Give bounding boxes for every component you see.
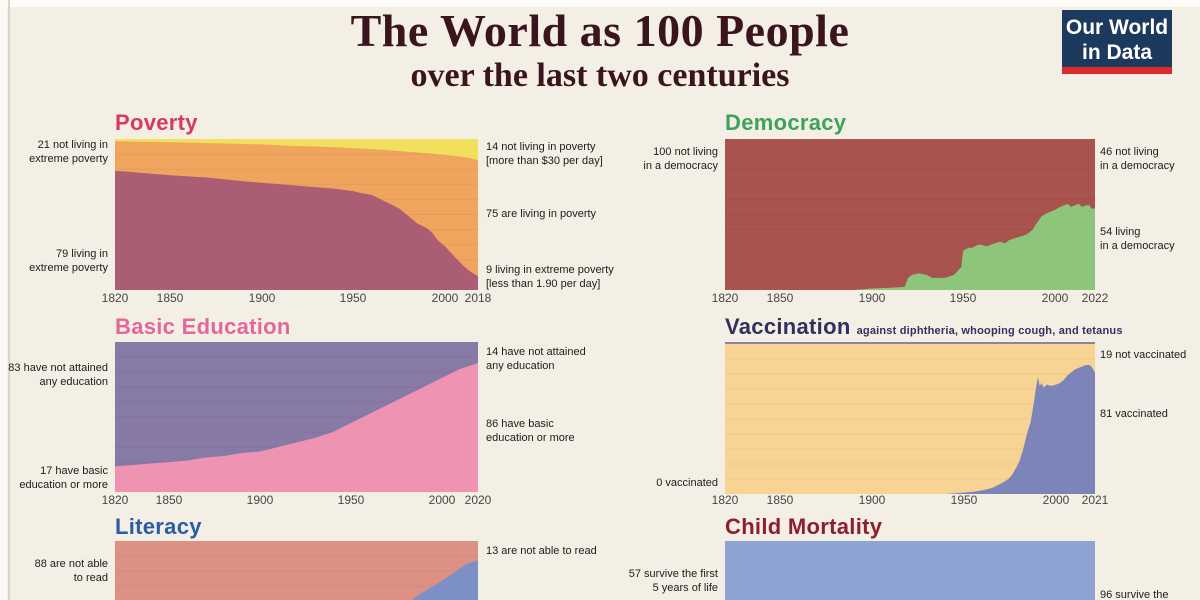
chart-annotation: 83 have not attained any education [8, 362, 108, 388]
top-margin-strip [0, 0, 1200, 7]
chart-annotation: 14 not living in poverty [more than $30 … [486, 141, 603, 167]
owid-logo-line1: Our World [1065, 16, 1169, 39]
x-tick-label: 1820 [101, 291, 129, 305]
child-mortality-chart [725, 541, 1095, 600]
x-tick-label: 1900 [246, 493, 274, 507]
child-mortality-title: Child Mortality [725, 514, 883, 539]
x-tick-label: 1950 [949, 291, 977, 305]
owid-logo-line2: in Data [1081, 41, 1152, 64]
chart-annotation: 57 survive the first 5 years of life [628, 568, 718, 594]
x-tick-label: 1850 [156, 291, 184, 305]
page-title: The World as 100 People [350, 5, 850, 56]
x-tick-label: 1950 [337, 493, 365, 507]
vaccination-subtitle: against diphtheria, whooping cough, and … [856, 325, 1123, 337]
x-tick-label: 1950 [339, 291, 367, 305]
x-tick-label: 1900 [248, 291, 276, 305]
page-subtitle: over the last two centuries [410, 57, 790, 94]
chart-annotation: 81 vaccinated [1100, 408, 1168, 420]
x-tick-label: 2021 [1081, 493, 1109, 507]
democracy-x-axis: 1820 1850 1900 1950 2000 2022 [712, 291, 1109, 305]
left-border-line [8, 0, 10, 600]
x-tick-label: 1900 [858, 291, 886, 305]
chart-annotation: 13 are not able to read [486, 545, 597, 557]
chart-annotation: 86 have basic education or more [486, 418, 575, 444]
owid-logo-stripe [1062, 67, 1172, 74]
poverty-chart [115, 139, 478, 290]
chart-annotation: 54 living in a democracy [1100, 226, 1175, 252]
chart-annotation: 100 not living in a democracy [643, 146, 718, 172]
democracy-title: Democracy [725, 110, 847, 135]
x-tick-label: 2000 [431, 291, 459, 305]
x-tick-label: 2000 [1041, 291, 1069, 305]
chart-annotation: 17 have basic education or more [19, 465, 108, 491]
x-tick-label: 1850 [766, 291, 794, 305]
x-tick-label: 2018 [464, 291, 492, 305]
vaccination-title: Vaccination against diphtheria, whooping … [725, 314, 1123, 339]
basic-education-title: Basic Education [115, 314, 291, 339]
chart-annotation: 21 not living in extreme poverty [29, 139, 108, 165]
chart-annotation: 79 living in extreme poverty [29, 248, 108, 274]
poverty-x-axis: 1820 1850 1900 1950 2000 2018 [102, 291, 492, 305]
chart-annotation: 88 are not able to read [34, 558, 108, 584]
basic-education-chart [115, 342, 478, 492]
chart-annotation: 19 not vaccinated [1100, 349, 1187, 361]
x-tick-label: 1850 [766, 493, 794, 507]
vaccination-x-axis: 1820 1850 1900 1950 2000 2021 [712, 493, 1109, 507]
vaccination-chart [725, 342, 1095, 494]
literacy-chart [115, 541, 478, 600]
democracy-chart [725, 139, 1095, 290]
poverty-title: Poverty [115, 110, 198, 135]
x-tick-label: 1950 [950, 493, 978, 507]
chart-annotation: 46 not living in a democracy [1100, 146, 1175, 172]
basic-education-x-axis: 1820 1850 1900 1950 2000 2020 [102, 493, 492, 507]
x-tick-label: 2020 [464, 493, 492, 507]
x-tick-label: 1850 [155, 493, 183, 507]
chart-annotation: 75 are living in poverty [486, 208, 597, 220]
owid-logo: Our World in Data [1062, 10, 1172, 74]
left-margin-strip [0, 0, 7, 600]
x-tick-label: 2000 [428, 493, 456, 507]
x-tick-label: 2022 [1081, 291, 1109, 305]
literacy-title: Literacy [115, 514, 202, 539]
chart-annotation: 0 vaccinated [656, 477, 718, 489]
x-tick-label: 1820 [711, 493, 739, 507]
chart-annotation: 96 survive the [1100, 589, 1169, 600]
x-tick-label: 2000 [1042, 493, 1070, 507]
x-tick-label: 1820 [711, 291, 739, 305]
chart-annotation: 9 living in extreme poverty [less than 1… [486, 264, 614, 290]
x-tick-label: 1820 [101, 493, 129, 507]
chart-annotation: 14 have not attained any education [486, 346, 586, 372]
x-tick-label: 1900 [858, 493, 886, 507]
